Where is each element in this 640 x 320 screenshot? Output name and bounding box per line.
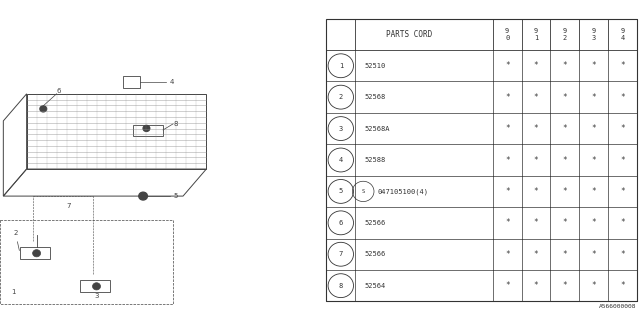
Text: *: * [591, 218, 596, 227]
Text: 4: 4 [170, 79, 174, 85]
Text: 7: 7 [339, 251, 343, 257]
Text: *: * [505, 187, 509, 196]
Text: *: * [591, 61, 596, 70]
Bar [133, 125, 163, 136]
Text: 5: 5 [173, 193, 177, 199]
Text: 2: 2 [13, 230, 19, 251]
Text: *: * [534, 218, 538, 227]
Text: 4: 4 [339, 157, 343, 163]
Text: 52566: 52566 [365, 220, 386, 226]
Text: *: * [620, 250, 625, 259]
Text: *: * [620, 61, 625, 70]
Text: 52588: 52588 [365, 157, 386, 163]
Text: 9
0: 9 0 [505, 28, 509, 41]
Text: *: * [534, 61, 538, 70]
Text: *: * [591, 156, 596, 164]
Text: *: * [505, 61, 509, 70]
Text: 1: 1 [11, 289, 15, 295]
Text: *: * [505, 250, 509, 259]
Text: 52568A: 52568A [365, 125, 390, 132]
Text: *: * [563, 281, 567, 290]
Text: 6: 6 [339, 220, 343, 226]
Text: 52510: 52510 [365, 63, 386, 69]
Text: 3: 3 [94, 293, 99, 300]
Text: *: * [620, 218, 625, 227]
Text: 2: 2 [339, 94, 343, 100]
Text: *: * [534, 187, 538, 196]
Text: *: * [534, 281, 538, 290]
Text: *: * [534, 250, 538, 259]
Text: *: * [563, 218, 567, 227]
Bar [80, 280, 110, 292]
Text: *: * [620, 156, 625, 164]
Text: 52564: 52564 [365, 283, 386, 289]
Text: 8: 8 [173, 121, 177, 127]
Text: 6: 6 [56, 88, 61, 94]
Text: *: * [563, 61, 567, 70]
Text: *: * [591, 93, 596, 102]
Text: 7: 7 [67, 203, 71, 209]
Circle shape [139, 192, 147, 200]
Text: *: * [534, 156, 538, 164]
Text: 9
4: 9 4 [620, 28, 625, 41]
Text: *: * [505, 93, 509, 102]
Text: *: * [591, 281, 596, 290]
Bar [20, 247, 50, 259]
Text: *: * [620, 281, 625, 290]
Text: PARTS CORD: PARTS CORD [387, 30, 433, 39]
Text: 1: 1 [339, 63, 343, 69]
Text: 52566: 52566 [365, 251, 386, 257]
Text: 3: 3 [339, 125, 343, 132]
Text: *: * [563, 156, 567, 164]
Text: *: * [591, 187, 596, 196]
Bar [123, 76, 140, 88]
Text: *: * [534, 93, 538, 102]
Circle shape [33, 250, 40, 257]
Circle shape [93, 283, 100, 290]
Text: *: * [620, 93, 625, 102]
Text: *: * [620, 124, 625, 133]
Text: *: * [534, 124, 538, 133]
Text: 9
2: 9 2 [563, 28, 567, 41]
Text: 5: 5 [339, 188, 343, 195]
Text: S: S [362, 189, 365, 194]
Text: *: * [505, 156, 509, 164]
Text: *: * [591, 250, 596, 259]
Text: *: * [563, 187, 567, 196]
Text: A566000008: A566000008 [599, 304, 637, 309]
Text: *: * [563, 93, 567, 102]
Text: *: * [505, 124, 509, 133]
Text: 52568: 52568 [365, 94, 386, 100]
Circle shape [143, 125, 150, 132]
Circle shape [40, 106, 47, 112]
Text: *: * [505, 281, 509, 290]
Text: *: * [505, 218, 509, 227]
Text: 9
1: 9 1 [534, 28, 538, 41]
Text: *: * [591, 124, 596, 133]
Text: *: * [563, 124, 567, 133]
Text: 8: 8 [339, 283, 343, 289]
Text: 047105100(4): 047105100(4) [378, 188, 429, 195]
Text: *: * [563, 250, 567, 259]
Text: 9
3: 9 3 [591, 28, 596, 41]
Text: *: * [620, 187, 625, 196]
